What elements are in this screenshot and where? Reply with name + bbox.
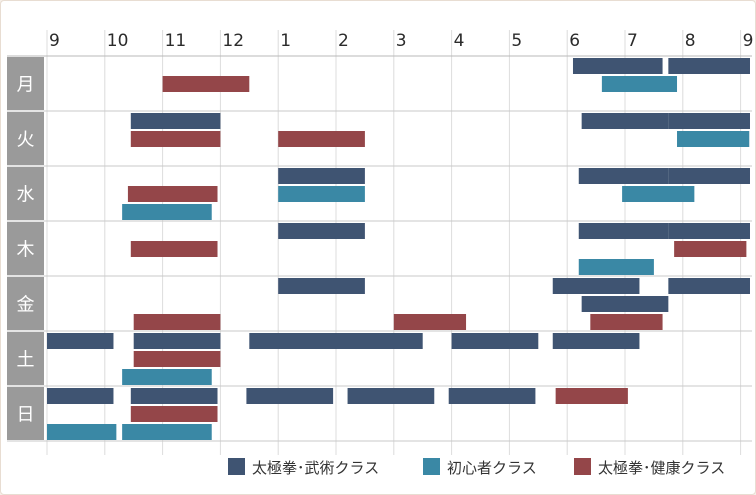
day-cell — [7, 222, 44, 275]
day-label: 木 — [17, 240, 35, 261]
legend: 太極拳･武術クラス 初心者クラス 太極拳･健康クラス — [228, 458, 725, 477]
session-bar-health — [127, 186, 218, 202]
session-bar-health — [130, 241, 218, 257]
session-bar-health — [133, 351, 221, 367]
session-bar-bujutsu — [552, 333, 640, 349]
hour-tick-label: 1 — [280, 31, 291, 51]
hour-tick-label: 2 — [338, 31, 349, 51]
hour-tick-label: 10 — [107, 31, 129, 51]
session-bar-bujutsu — [668, 58, 750, 74]
session-bar-bujutsu — [336, 333, 423, 349]
session-bar-bujutsu — [278, 278, 365, 294]
session-bars — [47, 58, 750, 440]
session-bar-bujutsu — [448, 388, 536, 404]
session-bar-health — [590, 314, 663, 330]
day-cell — [7, 112, 44, 165]
hour-tick-label: 7 — [627, 31, 638, 51]
legend-label: 太極拳･武術クラス — [252, 459, 379, 477]
session-bar-beginner — [278, 186, 365, 202]
session-bar-bujutsu — [581, 113, 669, 129]
session-bar-health — [555, 388, 628, 404]
session-bar-beginner — [122, 369, 212, 385]
hour-tick-label: 9 — [49, 31, 60, 51]
session-bar-health — [130, 406, 218, 422]
session-bar-bujutsu — [47, 388, 114, 404]
hour-tick-label: 11 — [165, 31, 187, 51]
session-bar-bujutsu — [249, 333, 336, 349]
session-bar-bujutsu — [47, 333, 114, 349]
legend-swatch — [228, 458, 245, 475]
session-bar-bujutsu — [572, 58, 663, 74]
session-bar-health — [130, 131, 221, 147]
session-bar-bujutsu — [130, 388, 218, 404]
session-bar-bujutsu — [578, 223, 669, 239]
session-bar-beginner — [677, 131, 750, 147]
hour-tick-label: 8 — [685, 31, 696, 51]
day-cell — [7, 277, 44, 330]
session-bar-health — [278, 131, 365, 147]
session-bar-bujutsu — [130, 113, 221, 129]
session-bar-health — [393, 314, 467, 330]
session-bar-beginner — [601, 76, 678, 92]
session-bar-bujutsu — [246, 388, 334, 404]
day-cell — [7, 332, 44, 385]
session-bar-bujutsu — [668, 168, 750, 184]
day-cell — [7, 57, 44, 110]
hour-tick-label: 9 — [743, 31, 754, 51]
session-bar-health — [162, 76, 250, 92]
session-bar-bujutsu — [278, 223, 365, 239]
session-bar-bujutsu — [668, 278, 750, 294]
session-bar-beginner — [122, 204, 212, 220]
session-bar-bujutsu — [451, 333, 539, 349]
legend-swatch — [423, 458, 440, 475]
session-bar-beginner — [622, 186, 695, 202]
day-label: 月 — [17, 75, 35, 96]
hour-tick-label: 5 — [511, 31, 522, 51]
day-label: 水 — [17, 185, 35, 206]
grid — [7, 30, 752, 455]
session-bar-beginner — [578, 259, 654, 275]
session-bar-bujutsu — [552, 278, 640, 294]
legend-swatch — [574, 458, 591, 475]
hour-tick-label: 3 — [396, 31, 407, 51]
day-cell — [7, 167, 44, 220]
hour-tick-label: 12 — [222, 31, 244, 51]
day-cell — [7, 387, 44, 440]
day-label: 火 — [17, 130, 35, 151]
session-bar-beginner — [122, 424, 212, 440]
legend-label: 初心者クラス — [447, 459, 537, 477]
day-label: 金 — [17, 295, 35, 316]
hour-tick-label: 4 — [454, 31, 465, 51]
session-bar-bujutsu — [278, 168, 365, 184]
hour-tick-label: 6 — [569, 31, 580, 51]
session-bar-health — [674, 241, 747, 257]
session-bar-beginner — [47, 424, 117, 440]
day-label: 日 — [17, 405, 35, 426]
hour-ticks: 9 10 11 12 1 2 3 4 5 6 7 8 9 — [49, 31, 753, 51]
session-bar-bujutsu — [347, 388, 435, 404]
legend-label: 太極拳･健康クラス — [598, 459, 725, 477]
day-label: 土 — [17, 350, 35, 371]
session-bar-bujutsu — [581, 296, 669, 312]
session-bar-bujutsu — [578, 168, 669, 184]
session-bar-health — [133, 314, 221, 330]
session-bar-bujutsu — [668, 113, 750, 129]
session-bar-bujutsu — [668, 223, 750, 239]
session-bar-bujutsu — [133, 333, 221, 349]
